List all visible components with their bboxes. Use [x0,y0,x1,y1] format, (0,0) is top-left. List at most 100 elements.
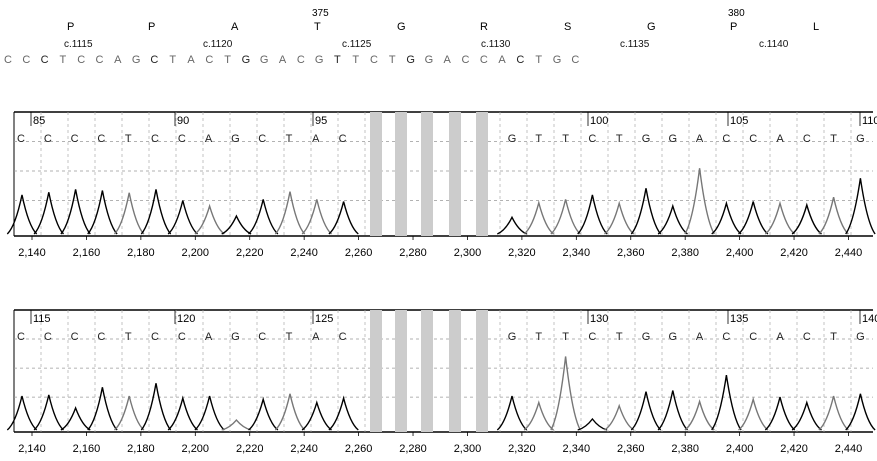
ref-nucleotide: C [96,54,104,66]
ref-nucleotide: T [352,54,359,66]
base-call: G [231,331,240,343]
axis-tick-label: 2,240 [290,443,318,455]
gap-bar [449,112,461,236]
base-call: C [71,331,79,343]
ref-nucleotide: G [553,54,562,66]
base-call: G [856,331,865,343]
cdna-c1130: c.1130 [481,39,511,50]
ref-nucleotide: G [260,54,269,66]
base-call: T [125,133,132,145]
trace-peak [87,387,118,431]
axis-tick-label: 2,260 [345,443,373,455]
base-call: C [17,133,25,145]
base-position-label: 90 [177,115,189,127]
base-call: C [97,133,105,145]
axis-tick-label: 2,340 [563,443,591,455]
ref-nucleotide: G [242,54,251,66]
trace-peak [657,390,689,431]
axis-tick-label: 2,180 [127,443,155,455]
ref-nucleotide: C [150,54,158,66]
base-call: T [616,133,623,145]
ref-nucleotide: A [498,54,506,66]
base-call: C [803,133,811,145]
gap-bar [370,112,382,236]
base-call: G [508,331,517,343]
ref-nucleotide: G [132,54,141,66]
axis-tick-label: 2,140 [18,247,46,259]
ref-nucleotide: C [571,54,579,66]
aa-G1: G [397,21,406,33]
ref-nucleotide: C [462,54,470,66]
ref-nucleotide: A [444,54,452,66]
trace-peak [194,203,225,235]
trace-peak [604,403,635,431]
base-call: T [535,331,542,343]
trace-peak [496,395,528,431]
ref-nucleotide: C [77,54,85,66]
ref-nucleotide: G [406,54,415,66]
aa-T: T [314,21,321,33]
base-call: T [562,331,569,343]
trace-peak [577,194,608,235]
base-call: T [562,133,569,145]
axis-tick-label: 2,180 [127,247,155,259]
trace-peak [818,197,849,235]
base-call: C [722,133,730,145]
base-call: T [830,133,837,145]
base-call: C [71,133,79,145]
trace-peak [328,395,359,431]
aa-S: S [564,21,571,33]
trace-peak [221,214,252,235]
gap-bar [476,310,488,432]
axis-tick-label: 2,160 [73,247,101,259]
trace-peak [301,199,332,235]
base-call: G [642,133,651,145]
base-call: G [508,133,517,145]
trace-peak [113,192,145,235]
base-call: C [258,331,266,343]
trace-peak [684,168,715,235]
axis-tick-label: 2,420 [780,247,808,259]
ref-nucleotide: C [41,54,49,66]
base-call: G [669,331,678,343]
trace-peak [248,396,279,431]
base-call: C [44,133,52,145]
base-call: C [17,331,25,343]
trace-peak [6,395,38,431]
trace-peak [140,189,172,235]
base-position-label: 130 [590,313,608,325]
ref-nucleotide: C [205,54,213,66]
aa-A: A [231,21,239,33]
ref-nucleotide: C [370,54,378,66]
base-call: A [205,133,213,145]
base-call: G [856,133,865,145]
trace-peak [764,396,796,431]
base-call: C [151,331,159,343]
trace-peak [6,194,38,235]
base-call: C [44,331,52,343]
gap-bar [395,310,407,432]
base-call: A [696,331,704,343]
axis-tick-label: 2,320 [508,443,536,455]
base-call: C [749,331,757,343]
base-call: C [178,133,186,145]
base-call: C [178,331,186,343]
axis-tick-label: 2,440 [835,247,863,259]
ref-nucleotide: C [516,54,524,66]
base-call: A [776,331,784,343]
trace-peak [738,396,769,431]
axis-tick-label: 2,260 [345,247,373,259]
trace-peak [818,395,849,431]
gap-bar [476,112,488,236]
trace-peak [167,395,198,431]
ref-nucleotide: T [334,54,341,66]
trace-peak [194,395,225,431]
base-call: C [97,331,105,343]
gap-bar [395,112,407,236]
axis-tick-label: 2,220 [236,443,264,455]
base-call: G [669,133,678,145]
base-position-label: 120 [177,313,195,325]
ref-nucleotide: C [480,54,488,66]
base-call: A [312,133,320,145]
